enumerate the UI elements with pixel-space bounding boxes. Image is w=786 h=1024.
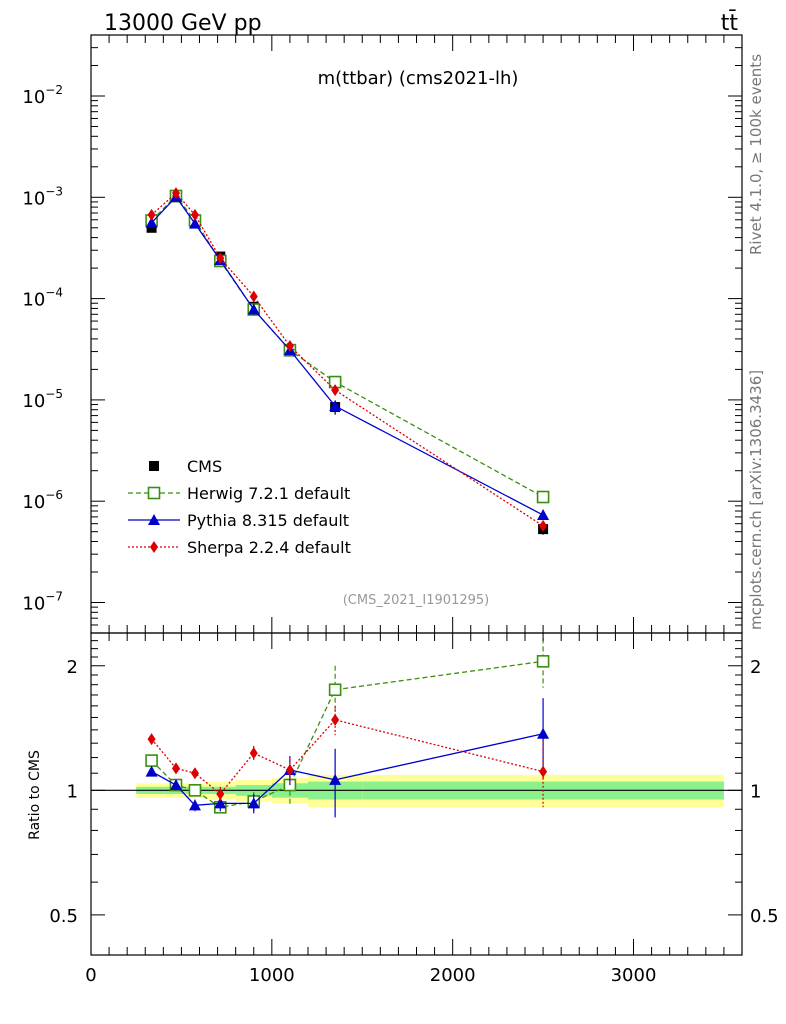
data-point-ratio [188, 784, 202, 797]
chart-title: m(ttbar) (cms2021-lh) [318, 68, 519, 89]
data-point-ratio [145, 754, 158, 767]
x-axis: 0 1000 2000 3000 [85, 35, 743, 986]
y-tick-label-ratio: 2 [67, 657, 78, 678]
data-point-main [539, 519, 548, 532]
rivet-label: Rivet 4.1.0, ≥ 100k events [747, 54, 765, 255]
ratio-ticks: 0.5 0.5 1 1 2 2 [49, 632, 779, 956]
y-tick-label-main: 10−4 [22, 286, 63, 311]
data-point-main [188, 217, 201, 229]
data-point-ratio [539, 765, 548, 778]
x-tick-label: 0 [85, 965, 96, 986]
data-point-ratio [328, 683, 342, 697]
ratio-y-label: Ratio to CMS [27, 750, 43, 840]
data-point-main [329, 400, 342, 412]
legend: CMS Herwig 7.2.1 default Pythia 8.315 defa… [128, 457, 351, 557]
y-tick-label-main: 10−6 [22, 488, 63, 513]
data-point-ratio [331, 713, 340, 726]
y-tick-label-ratio: 0.5 [49, 906, 78, 927]
ratio-panel: Ratio to CMS 0.5 0.5 1 1 2 2 [27, 632, 779, 956]
data-point-ratio [247, 797, 260, 809]
watermark: (CMS_2021_I1901295) [343, 593, 490, 608]
data-point-main [216, 252, 225, 265]
data-point-main [247, 303, 260, 315]
header-left: 13000 GeV pp [104, 11, 262, 36]
y-tick-label-ratio-right: 2 [750, 657, 761, 678]
data-point-main [537, 509, 550, 521]
data-point-ratio [536, 655, 550, 668]
data-point-ratio [214, 797, 227, 809]
data-point-ratio [216, 787, 225, 800]
data-point-main [285, 340, 294, 353]
y-tick-label-ratio-right: 1 [750, 781, 761, 802]
data-point-main [147, 208, 156, 221]
legend-marker [147, 486, 161, 500]
mcplots-label: mcplots.cern.ch [arXiv:1306.3436] [747, 370, 765, 630]
y-tick-label-main: 10−3 [22, 184, 63, 209]
legend-label: CMS [187, 457, 222, 476]
legend-marker [148, 514, 160, 525]
data-point-ratio [249, 747, 258, 760]
data-point-ratio [188, 799, 201, 811]
legend-marker [150, 541, 158, 553]
data-point-main [171, 187, 180, 200]
data-point-ratio [145, 765, 158, 777]
series-line-3 [151, 192, 544, 527]
y-tick-label-ratio-right: 0.5 [750, 906, 779, 927]
data-point-ratio [537, 727, 550, 739]
data-point-main [249, 290, 258, 303]
data-point-ratio [171, 762, 180, 775]
y-tick-label-main: 10−5 [22, 387, 63, 412]
main-panel: m(ttbar) (cms2021-lh) (CMS_2021_I1901295… [22, 34, 743, 634]
ratio-series [145, 638, 550, 818]
legend-marker [149, 461, 159, 471]
data-point-ratio [190, 767, 199, 780]
data-point-ratio [329, 773, 342, 785]
x-tick-label: 1000 [249, 965, 295, 986]
main-series [145, 187, 550, 535]
main-ticks: 10−7 10−6 10−5 10−4 10−3 10−2 [22, 34, 742, 634]
y-tick-label-ratio: 1 [67, 781, 78, 802]
data-point-main [190, 208, 199, 221]
data-point-main [145, 216, 158, 228]
data-point-ratio [147, 733, 156, 746]
data-point-ratio [169, 779, 182, 791]
series-line-1 [151, 195, 544, 498]
legend-label: Sherpa 2.2.4 default [187, 538, 351, 557]
y-tick-label-main: 10−2 [22, 83, 63, 108]
data-point-main [331, 384, 340, 397]
data-point-main [536, 490, 550, 504]
header-right: tt̄ [721, 10, 739, 36]
data-point-ratio [285, 763, 294, 776]
x-tick-label: 2000 [430, 965, 476, 986]
y-tick-label-main: 10−7 [22, 590, 63, 615]
legend-label: Herwig 7.2.1 default [187, 484, 350, 503]
x-tick-label: 3000 [611, 965, 657, 986]
legend-label: Pythia 8.315 default [187, 511, 349, 530]
